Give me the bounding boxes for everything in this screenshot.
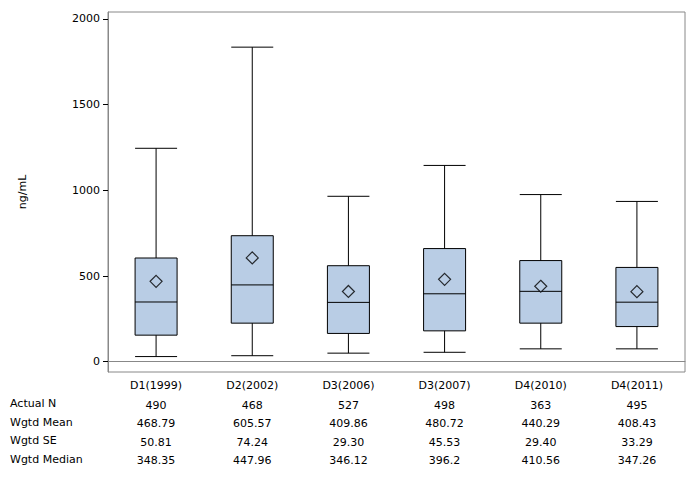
svg-text:33.29: 33.29 bbox=[621, 436, 653, 449]
svg-text:D4(2010): D4(2010) bbox=[515, 379, 567, 392]
svg-text:50.81: 50.81 bbox=[140, 436, 172, 449]
svg-text:Wgtd Mean: Wgtd Mean bbox=[10, 416, 73, 429]
svg-text:Wgtd Median: Wgtd Median bbox=[10, 453, 83, 466]
svg-text:D3(2006): D3(2006) bbox=[322, 379, 374, 392]
svg-text:468.79: 468.79 bbox=[137, 417, 176, 430]
svg-text:468: 468 bbox=[242, 399, 263, 412]
svg-text:2000: 2000 bbox=[72, 12, 100, 25]
svg-text:74.24: 74.24 bbox=[237, 436, 269, 449]
svg-text:396.2: 396.2 bbox=[429, 454, 461, 467]
svg-text:500: 500 bbox=[79, 270, 100, 283]
svg-text:408.43: 408.43 bbox=[618, 417, 657, 430]
svg-text:409.86: 409.86 bbox=[329, 417, 368, 430]
svg-text:348.35: 348.35 bbox=[137, 454, 176, 467]
svg-text:D2(2002): D2(2002) bbox=[226, 379, 278, 392]
svg-text:D1(1999): D1(1999) bbox=[130, 379, 182, 392]
svg-text:527: 527 bbox=[338, 399, 359, 412]
svg-text:Wgtd SE: Wgtd SE bbox=[10, 434, 57, 447]
svg-text:480.72: 480.72 bbox=[425, 417, 464, 430]
svg-text:Actual N: Actual N bbox=[10, 397, 56, 410]
svg-text:1000: 1000 bbox=[72, 184, 100, 197]
svg-text:346.12: 346.12 bbox=[329, 454, 368, 467]
svg-text:347.26: 347.26 bbox=[618, 454, 657, 467]
svg-text:D3(2007): D3(2007) bbox=[419, 379, 471, 392]
svg-text:498: 498 bbox=[434, 399, 455, 412]
svg-text:29.30: 29.30 bbox=[333, 436, 365, 449]
svg-text:1500: 1500 bbox=[72, 98, 100, 111]
svg-text:410.56: 410.56 bbox=[522, 454, 561, 467]
svg-text:0: 0 bbox=[93, 355, 100, 368]
svg-text:440.29: 440.29 bbox=[522, 417, 561, 430]
svg-text:495: 495 bbox=[626, 399, 647, 412]
svg-text:447.96: 447.96 bbox=[233, 454, 272, 467]
svg-text:ng/mL: ng/mL bbox=[16, 174, 29, 209]
svg-text:D4(2011): D4(2011) bbox=[611, 379, 663, 392]
svg-text:363: 363 bbox=[530, 399, 551, 412]
svg-text:29.40: 29.40 bbox=[525, 436, 557, 449]
svg-text:605.57: 605.57 bbox=[233, 417, 272, 430]
svg-text:490: 490 bbox=[146, 399, 167, 412]
svg-text:45.53: 45.53 bbox=[429, 436, 461, 449]
